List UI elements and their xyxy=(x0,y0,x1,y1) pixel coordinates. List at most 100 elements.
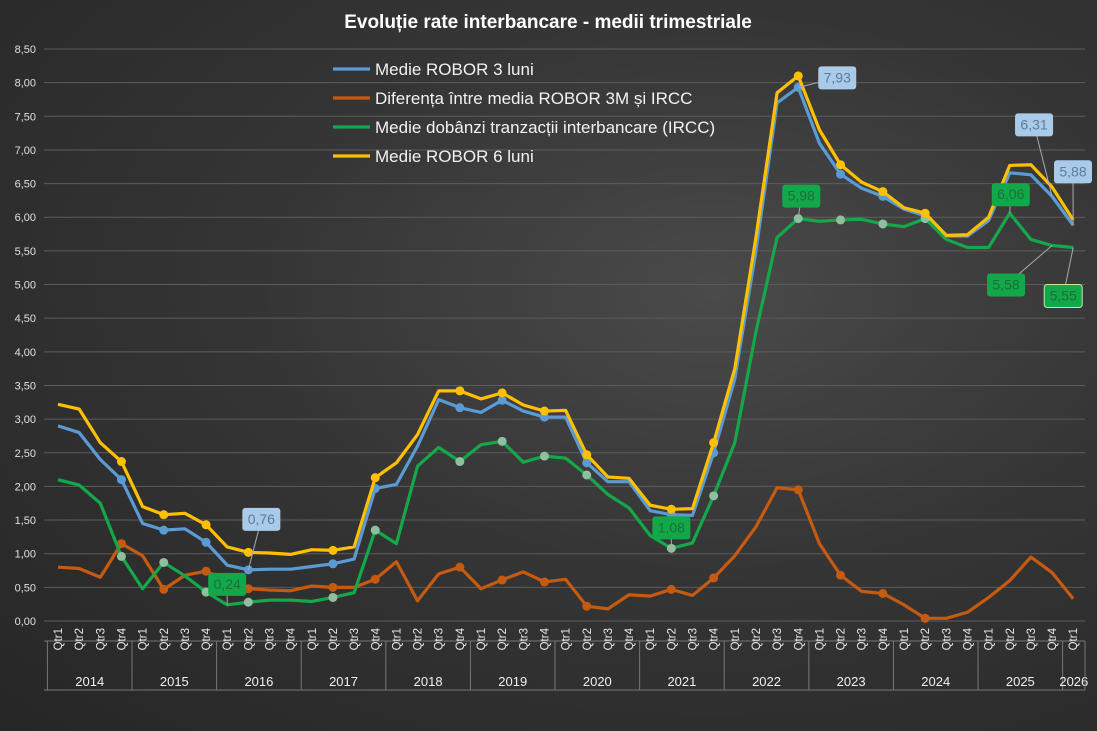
x-tick-label: Qtr4 xyxy=(370,627,382,650)
year-label: 2022 xyxy=(752,674,781,689)
data-point xyxy=(836,570,846,580)
legend: Medie ROBOR 3 luni Diferența între media … xyxy=(333,60,715,166)
data-label: 0,76 xyxy=(242,507,281,570)
data-point xyxy=(159,525,169,535)
data-point xyxy=(159,557,169,567)
data-point xyxy=(539,406,549,416)
data-label-text: 5,88 xyxy=(1059,163,1086,179)
x-tick-label: Qtr1 xyxy=(645,628,657,650)
data-label: 5,58 xyxy=(987,245,1053,297)
x-tick-label: Qtr1 xyxy=(138,628,150,650)
data-label: 0,24 xyxy=(208,572,247,605)
x-tick-label: Qtr4 xyxy=(116,627,128,650)
x-tick-label: Qtr1 xyxy=(53,628,65,650)
x-tick-label: Qtr4 xyxy=(286,627,298,650)
data-point xyxy=(666,504,676,514)
series-lines xyxy=(57,71,1075,623)
data-point xyxy=(201,520,211,530)
data-point xyxy=(709,438,719,448)
x-tick-label: Qtr2 xyxy=(74,628,86,650)
data-point xyxy=(920,208,930,218)
y-tick-label: 8,00 xyxy=(15,78,36,90)
x-tick-label: Qtr2 xyxy=(243,628,255,650)
data-label-box xyxy=(652,516,691,540)
data-label: 1,08 xyxy=(652,516,691,549)
legend-item: Diferența între media ROBOR 3M și IRCC xyxy=(333,89,692,108)
x-tick-label: Qtr2 xyxy=(328,628,340,650)
legend-label: Medie dobânzi tranzacții interbancare (I… xyxy=(375,118,715,137)
data-point xyxy=(328,582,338,592)
y-tick-label: 6,00 xyxy=(15,212,36,224)
y-tick-label: 6,50 xyxy=(15,179,36,191)
data-label-box xyxy=(208,572,247,596)
year-label: 2026 xyxy=(1059,674,1088,689)
legend-label: Medie ROBOR 3 luni xyxy=(375,60,534,79)
data-point xyxy=(920,613,930,623)
x-tick-label: Qtr4 xyxy=(709,627,721,650)
data-label: 6,31 xyxy=(1015,113,1054,197)
year-label: 2018 xyxy=(414,674,443,689)
x-tick-label: Qtr1 xyxy=(814,628,826,650)
data-point xyxy=(243,547,253,557)
series-line xyxy=(57,85,1075,572)
data-point xyxy=(539,451,549,461)
x-tick-label: Qtr1 xyxy=(1068,628,1080,650)
data-label-box xyxy=(991,183,1030,207)
y-tick-label: 3,50 xyxy=(15,380,36,392)
x-tick-label: Qtr2 xyxy=(666,628,678,650)
y-tick-label: 1,50 xyxy=(15,515,36,527)
data-label: 5,55 xyxy=(1043,247,1083,309)
chart-title: Evoluție rate interbancare - medii trime… xyxy=(344,12,752,33)
data-point xyxy=(582,601,592,611)
data-labels: 0,76 7,93 6,31 5,88 0,24 1,08 5,98 6,06 5,58 5,55 xyxy=(208,66,1092,605)
data-point xyxy=(243,597,253,607)
x-tick-label: Qtr3 xyxy=(941,628,953,650)
data-label-box xyxy=(242,507,281,531)
x-tick-label: Qtr3 xyxy=(265,628,277,650)
data-label-text: 7,93 xyxy=(824,69,851,85)
year-label: 2015 xyxy=(160,674,189,689)
data-point xyxy=(370,525,380,535)
x-tick-label: Qtr4 xyxy=(624,627,636,650)
data-point xyxy=(370,473,380,483)
x-tick-label: Qtr1 xyxy=(984,628,996,650)
x-tick-label: Qtr4 xyxy=(878,627,890,650)
y-tick-label: 5,50 xyxy=(15,246,36,258)
leader-line xyxy=(1033,124,1053,197)
data-point xyxy=(709,491,719,501)
x-tick-label: Qtr4 xyxy=(201,627,213,650)
series-line xyxy=(57,486,1075,620)
data-point xyxy=(455,386,465,396)
x-tick-label: Qtr4 xyxy=(1047,627,1059,650)
data-label-box xyxy=(782,184,821,208)
data-point xyxy=(116,457,126,467)
x-tick-label: Qtr3 xyxy=(434,628,446,650)
data-label: 5,88 xyxy=(1054,160,1092,226)
x-tick-label: Qtr3 xyxy=(518,628,530,650)
data-label-text: 5,55 xyxy=(1050,288,1077,304)
x-tick-label: Qtr1 xyxy=(561,628,573,650)
y-tick-label: 2,50 xyxy=(15,448,36,460)
data-point xyxy=(878,588,888,598)
y-tick-label: 4,50 xyxy=(15,313,36,325)
legend-item: Medie dobânzi tranzacții interbancare (I… xyxy=(333,118,715,137)
year-label: 2019 xyxy=(498,674,527,689)
legend-item: Medie ROBOR 6 luni xyxy=(333,147,534,166)
data-point xyxy=(159,510,169,520)
y-tick-label: 7,00 xyxy=(15,145,36,157)
data-point xyxy=(370,574,380,584)
series-0 xyxy=(57,82,1075,575)
data-point xyxy=(328,592,338,602)
year-label: 2023 xyxy=(837,674,866,689)
data-point xyxy=(116,539,126,549)
data-point xyxy=(116,551,126,561)
year-label: 2017 xyxy=(329,674,358,689)
data-point xyxy=(709,573,719,583)
y-tick-label: 2,00 xyxy=(15,481,36,493)
data-point xyxy=(878,219,888,229)
data-label: 5,98 xyxy=(782,184,821,219)
y-tick-label: 1,00 xyxy=(15,549,36,561)
data-point xyxy=(836,160,846,170)
x-tick-label: Qtr1 xyxy=(391,628,403,650)
